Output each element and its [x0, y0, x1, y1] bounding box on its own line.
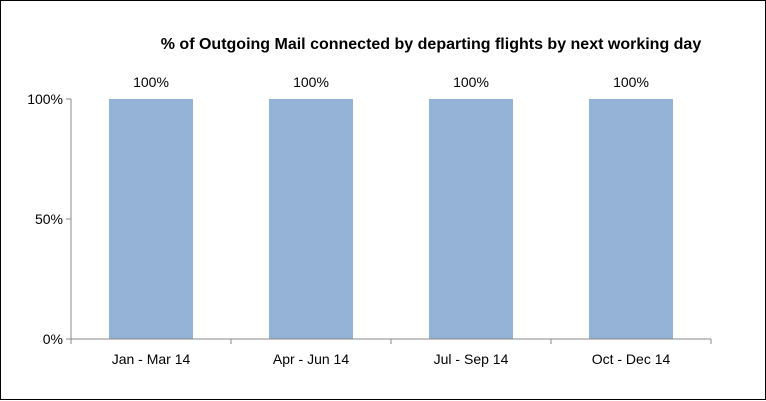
y-tick-label: 50%	[35, 211, 63, 227]
y-tick-label: 0%	[43, 331, 63, 347]
bar	[429, 99, 513, 339]
x-tick-label: Jul - Sep 14	[434, 351, 509, 367]
bar	[589, 99, 673, 339]
data-label: 100%	[293, 74, 329, 90]
x-tick-label: Apr - Jun 14	[273, 351, 349, 367]
y-tick-label: 100%	[27, 91, 63, 107]
x-tick-label: Oct - Dec 14	[592, 351, 671, 367]
chart-title: % of Outgoing Mail connected by departin…	[160, 36, 702, 53]
data-label: 100%	[453, 74, 489, 90]
bar	[109, 99, 193, 339]
data-label: 100%	[133, 74, 169, 90]
bar	[269, 99, 353, 339]
data-label: 100%	[613, 74, 649, 90]
x-tick-label: Jan - Mar 14	[112, 351, 191, 367]
